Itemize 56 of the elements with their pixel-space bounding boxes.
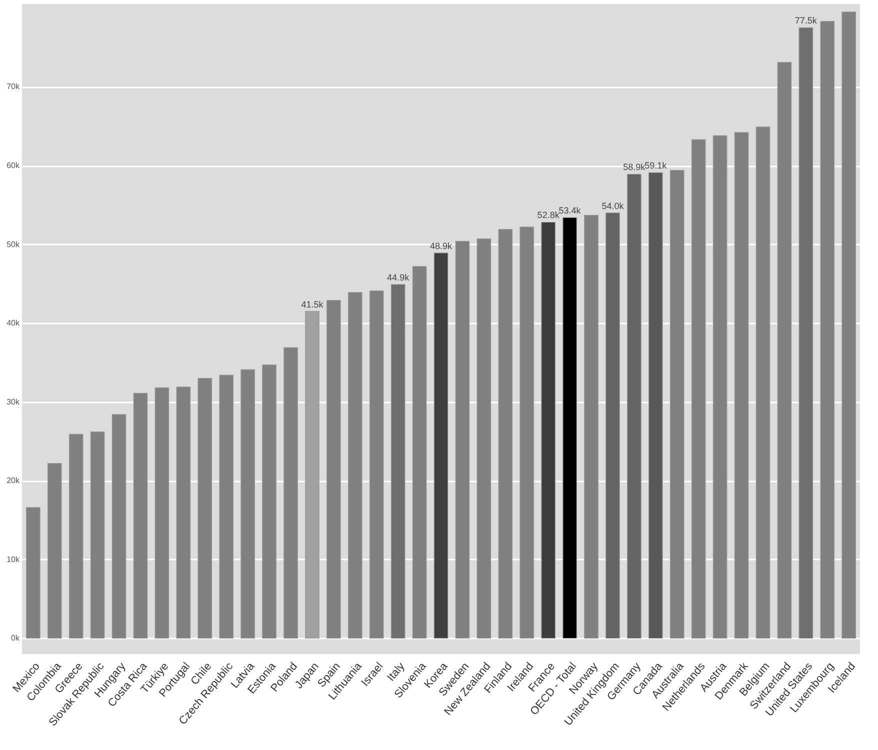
- bar: [541, 222, 556, 639]
- bar: [691, 139, 706, 639]
- bar: [262, 364, 276, 639]
- data-label: 52.8k: [537, 210, 560, 220]
- y-tick-label: 0k: [11, 634, 20, 643]
- y-tick-label: 10k: [6, 554, 20, 564]
- data-label: 77.5k: [794, 16, 818, 26]
- bar: [756, 126, 770, 639]
- bar: [842, 12, 856, 639]
- bar: [348, 292, 362, 639]
- bar: [584, 214, 598, 639]
- bar: [133, 392, 148, 639]
- bar: [68, 434, 84, 639]
- bar: [90, 432, 105, 639]
- bar: [498, 229, 513, 639]
- bar: [305, 310, 320, 639]
- data-label: 41.5k: [301, 299, 324, 310]
- y-tick-label: 70k: [6, 82, 20, 92]
- data-label: 58.9k: [623, 162, 646, 172]
- bar: [412, 266, 427, 639]
- y-tick-label: 20k: [6, 476, 20, 486]
- bar: [176, 386, 191, 639]
- bar: [219, 374, 234, 639]
- y-tick-label: 50k: [6, 240, 20, 249]
- bar: [26, 507, 40, 639]
- bar: [284, 347, 298, 639]
- bar: [326, 300, 341, 639]
- bar: [670, 170, 684, 639]
- bar: [455, 240, 470, 639]
- bar: [648, 172, 663, 639]
- bar: [112, 414, 126, 639]
- bar: [154, 387, 170, 639]
- data-label: 54.0k: [602, 200, 624, 211]
- bar: [798, 27, 814, 639]
- data-label: 44.9k: [387, 272, 410, 282]
- bar: [390, 284, 406, 639]
- bar: [476, 238, 492, 639]
- bar: [777, 62, 792, 639]
- bar: [820, 21, 835, 639]
- data-label: 48.9k: [430, 240, 452, 251]
- bar: [369, 290, 384, 639]
- bar: [198, 378, 212, 639]
- data-label: 59.1k: [644, 160, 668, 171]
- bar: [712, 135, 728, 639]
- y-tick-label: 60k: [6, 161, 20, 170]
- data-label: 53.4k: [558, 206, 582, 216]
- bar: [434, 252, 448, 639]
- bar: [562, 217, 577, 639]
- bar: [734, 132, 749, 639]
- bar: [606, 212, 620, 639]
- bar: [47, 463, 62, 639]
- bar: [520, 226, 534, 639]
- bar: [627, 174, 642, 639]
- bar: [240, 369, 255, 639]
- y-tick-label: 30k: [6, 397, 20, 406]
- y-tick-label: 40k: [6, 318, 20, 328]
